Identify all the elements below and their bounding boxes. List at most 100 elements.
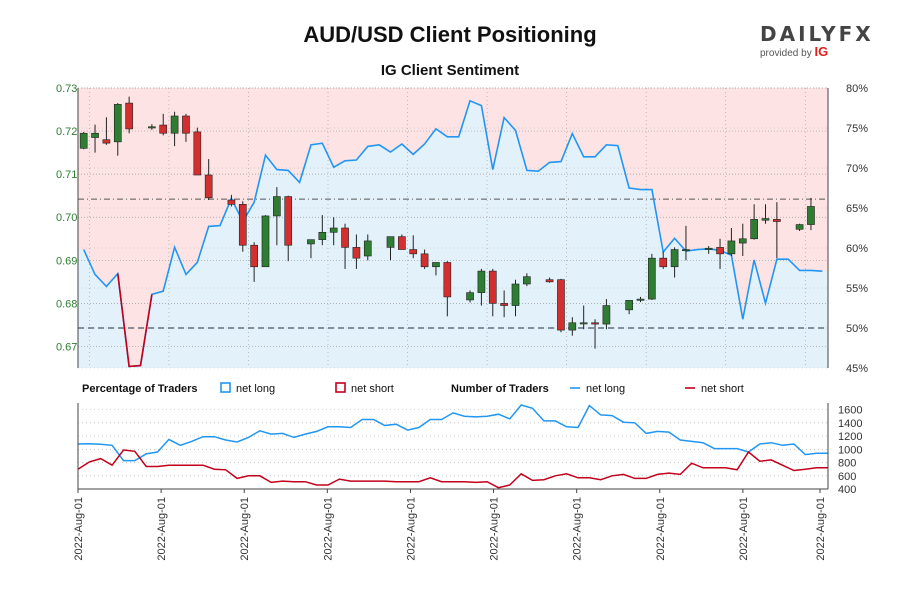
price-tick-label: 0.68	[56, 298, 77, 310]
candle-bearish	[250, 244, 258, 268]
candle-bullish	[477, 270, 486, 293]
candle-bearish	[284, 196, 293, 246]
candle-bearish	[591, 322, 599, 325]
percent-tick-label: 70%	[846, 163, 868, 175]
legend-pct-long-swatch	[220, 382, 231, 393]
candle-bullish	[579, 322, 588, 325]
chart-title: AUD/USD Client Positioning	[303, 22, 597, 47]
candle-bullish	[329, 227, 338, 233]
x-tick-label: 2022-Aug-01	[73, 497, 85, 561]
percent-tick-label: 45%	[846, 363, 868, 375]
candle-bullish	[670, 249, 679, 268]
candle-bullish	[602, 305, 611, 325]
candle-bearish	[557, 279, 565, 331]
legend-num-short-label: net short	[701, 383, 744, 395]
count-tick-label: 1000	[838, 444, 862, 456]
count-tick-label: 1600	[838, 405, 862, 417]
candle-bearish	[193, 131, 202, 176]
count-tick-label: 800	[838, 458, 856, 470]
x-tick-label: 2022-Aug-01	[815, 497, 827, 561]
chart-subtitle: IG Client Sentiment	[380, 62, 520, 79]
candle-bearish	[420, 253, 429, 268]
candle-bullish	[363, 240, 372, 257]
ig-logo: IG	[814, 44, 829, 59]
candle-bullish	[261, 215, 270, 268]
logo-text: DAILYFX	[760, 22, 874, 46]
candle-bearish	[352, 247, 361, 259]
legend-pct-title: Percentage of Traders	[82, 383, 198, 395]
x-tick-label: 2022-Aug-01	[156, 497, 168, 561]
candle-bullish	[648, 257, 656, 300]
candle-bearish	[204, 174, 213, 199]
x-tick-label: 2022-Aug-01	[572, 497, 584, 561]
candle-bearish	[398, 236, 406, 250]
candle-bullish	[704, 247, 713, 250]
net-short-count-line	[77, 449, 828, 489]
legend-pct-short-swatch	[335, 382, 346, 393]
candle-bearish	[238, 204, 247, 246]
legend-num-title: Number of Traders	[451, 383, 549, 395]
x-tick-label: 2022-Aug-01	[405, 497, 417, 561]
net-long-sentiment-line	[82, 99, 823, 368]
candle-bearish	[488, 270, 497, 304]
candle-bullish	[568, 322, 577, 331]
candle-bullish	[795, 224, 804, 230]
candle-bearish	[409, 249, 418, 255]
candle-bearish	[125, 102, 133, 130]
candle-bullish	[636, 298, 645, 301]
percent-tick-label: 80%	[846, 83, 868, 95]
percent-tick-label: 65%	[846, 203, 868, 215]
price-tick-label: 0.72	[56, 126, 77, 138]
candle-bullish	[682, 249, 690, 252]
candle-bullish	[727, 240, 736, 255]
candle-bullish	[511, 283, 520, 306]
x-tick-label: 2022-Aug-01	[239, 497, 251, 561]
candle-bearish	[443, 262, 452, 298]
candle-bullish	[273, 196, 281, 217]
candle-bearish	[716, 247, 724, 255]
count-tick-label: 1200	[838, 431, 862, 443]
percent-tick-label: 60%	[846, 243, 868, 255]
candle-bullish	[466, 292, 474, 301]
candle-bullish	[386, 236, 395, 248]
x-tick-label: 2022-Aug-01	[738, 497, 750, 561]
candle-bearish	[159, 124, 168, 134]
candle-bearish	[102, 139, 111, 144]
logo-provided-text: provided by	[760, 48, 812, 59]
net-short-sentiment-segment	[117, 273, 153, 368]
dailyfx-logo: DAILYFX provided by IG	[760, 22, 874, 59]
candle-bullish	[307, 239, 315, 245]
candle-bullish	[91, 132, 99, 138]
legend-num-long-label: net long	[586, 383, 625, 395]
candle-bullish	[148, 126, 156, 129]
price-tick-label: 0.71	[56, 169, 77, 181]
percent-tick-label: 50%	[846, 323, 868, 335]
candle-bullish	[318, 232, 327, 240]
candle-bearish	[227, 199, 236, 205]
candle-bullish	[113, 104, 122, 143]
x-tick-label: 2022-Aug-01	[655, 497, 667, 561]
percent-tick-label: 55%	[846, 283, 868, 295]
candle-bullish	[523, 276, 531, 285]
legend-pct-short-label: net short	[351, 383, 394, 395]
price-tick-label: 0.73	[56, 83, 77, 95]
price-tick-label: 0.69	[56, 255, 77, 267]
x-tick-label: 2022-Aug-01	[322, 497, 334, 561]
candle-bearish	[182, 115, 190, 134]
price-tick-label: 0.67	[56, 341, 77, 353]
candle-bearish	[545, 279, 554, 283]
candle-bullish	[750, 219, 758, 240]
x-tick-label: 2022-Aug-01	[489, 497, 501, 561]
net-long-count-line	[77, 404, 828, 462]
candle-bullish	[79, 132, 88, 149]
candle-bullish	[761, 218, 770, 221]
logo-provided: provided by IG	[760, 44, 870, 59]
candle-bearish	[659, 257, 668, 268]
percent-tick-label: 75%	[846, 123, 868, 135]
candle-bullish	[738, 238, 747, 244]
candle-bullish	[625, 300, 633, 311]
legend-pct-long-label: net long	[236, 383, 275, 395]
candle-bullish	[432, 262, 440, 268]
